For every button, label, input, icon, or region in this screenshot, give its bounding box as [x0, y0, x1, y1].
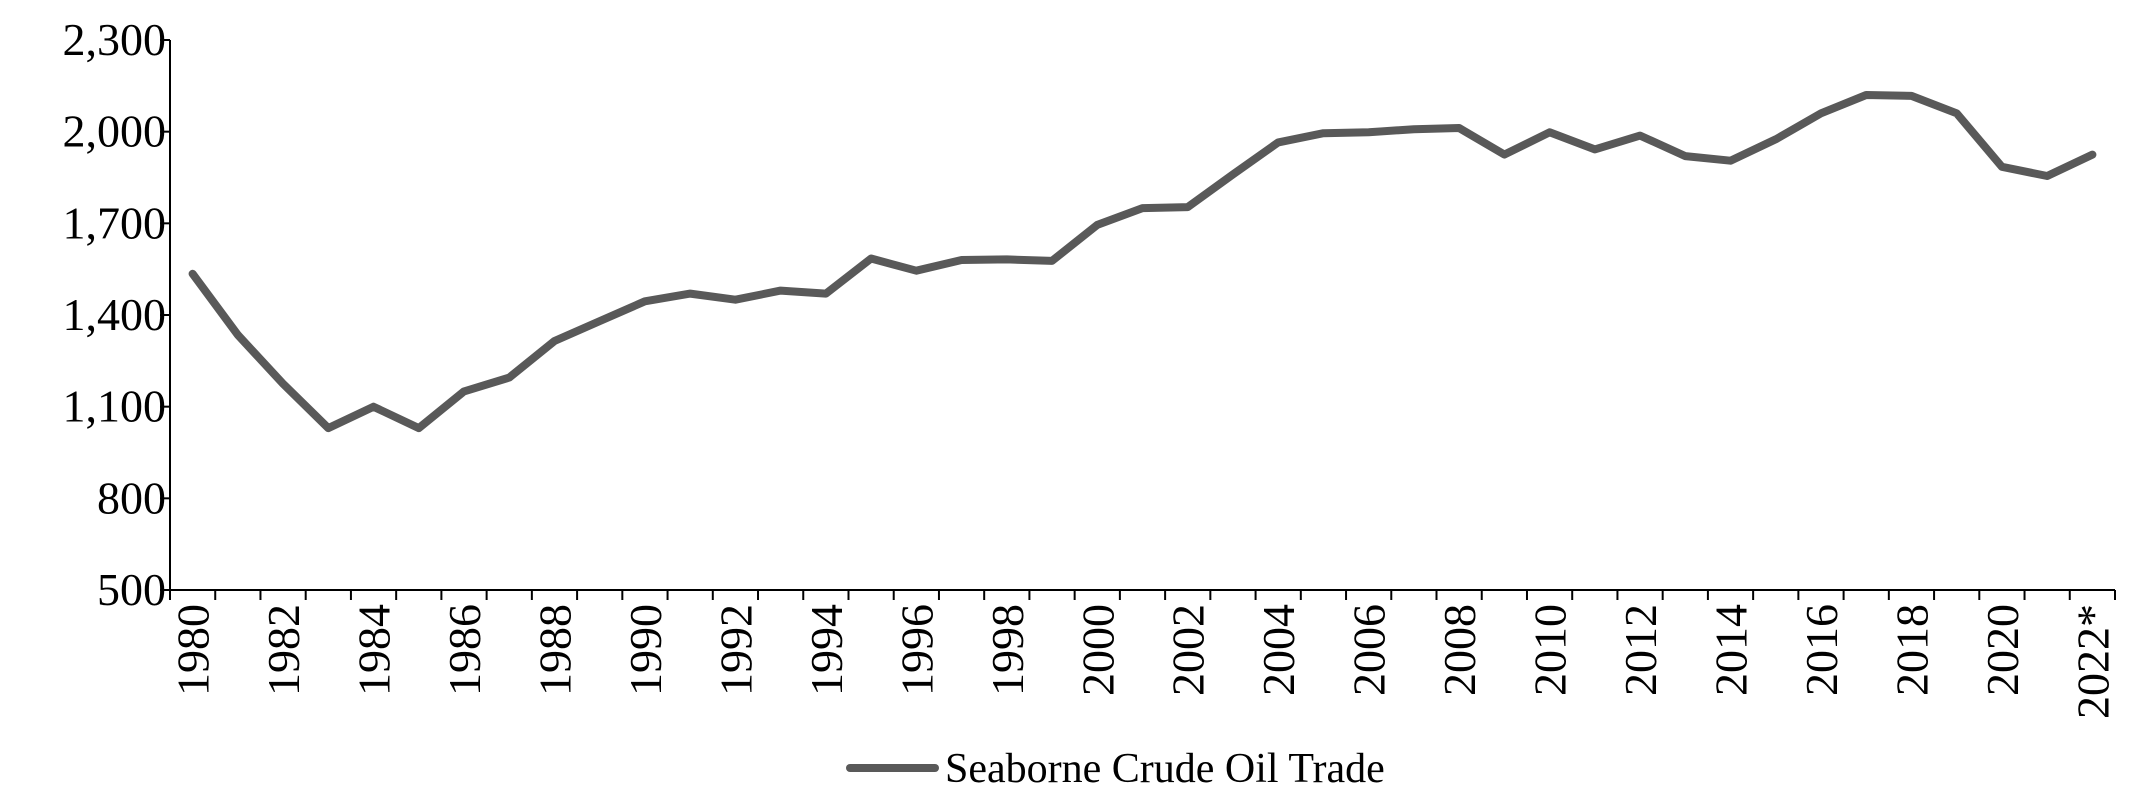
y-tick-label: 1,400 — [63, 289, 167, 340]
y-tick-label: 2,000 — [63, 106, 167, 157]
x-tick-label: 2010 — [1525, 604, 1576, 696]
x-tick-label: 1986 — [439, 604, 490, 696]
legend-label: Seaborne Crude Oil Trade — [945, 746, 1385, 792]
x-tick-label: 1984 — [349, 604, 400, 696]
x-tick-label: 2016 — [1796, 604, 1847, 696]
x-tick-label: 1980 — [168, 604, 219, 696]
x-tick-label: 1994 — [801, 604, 852, 696]
x-tick-label: 2006 — [1344, 604, 1395, 696]
series-line-seaborne-crude-oil-trade — [188, 91, 2097, 433]
series-layer — [188, 91, 2097, 433]
x-tick-label: 2012 — [1615, 604, 1666, 696]
x-tick-label: 2014 — [1706, 604, 1757, 696]
y-tick-label: 1,100 — [63, 381, 167, 432]
x-tick-label: 1990 — [620, 604, 671, 696]
x-tick-label: 2018 — [1886, 604, 1937, 696]
y-tick-label: 500 — [97, 564, 166, 615]
x-tick-label: 1988 — [529, 604, 580, 696]
x-tick-label: 2000 — [1072, 604, 1123, 696]
legend: Seaborne Crude Oil Trade — [846, 746, 1385, 792]
x-tick-label: 2008 — [1434, 604, 1485, 696]
x-tick-label: 1992 — [710, 604, 761, 696]
y-tick-label: 2,300 — [63, 14, 167, 65]
y-axis: 500 800 1,100 1,400 1,700 2,000 2,300 — [63, 14, 171, 615]
x-tick-label: 1996 — [891, 604, 942, 696]
x-axis: 1980 1982 1984 1986 1988 1990 1992 1994 1996 1998… — [168, 589, 2118, 719]
x-tick-label: 2002 — [1163, 604, 1214, 696]
x-tick-label: 2022* — [2067, 604, 2118, 719]
y-tick-label: 1,700 — [63, 197, 167, 248]
y-tick-label: 800 — [97, 472, 166, 523]
x-tick-label: 1982 — [258, 604, 309, 696]
x-tick-label: 2020 — [1977, 604, 2028, 696]
x-tick-label: 2004 — [1253, 604, 1304, 696]
x-tick-label: 1998 — [982, 604, 1033, 696]
